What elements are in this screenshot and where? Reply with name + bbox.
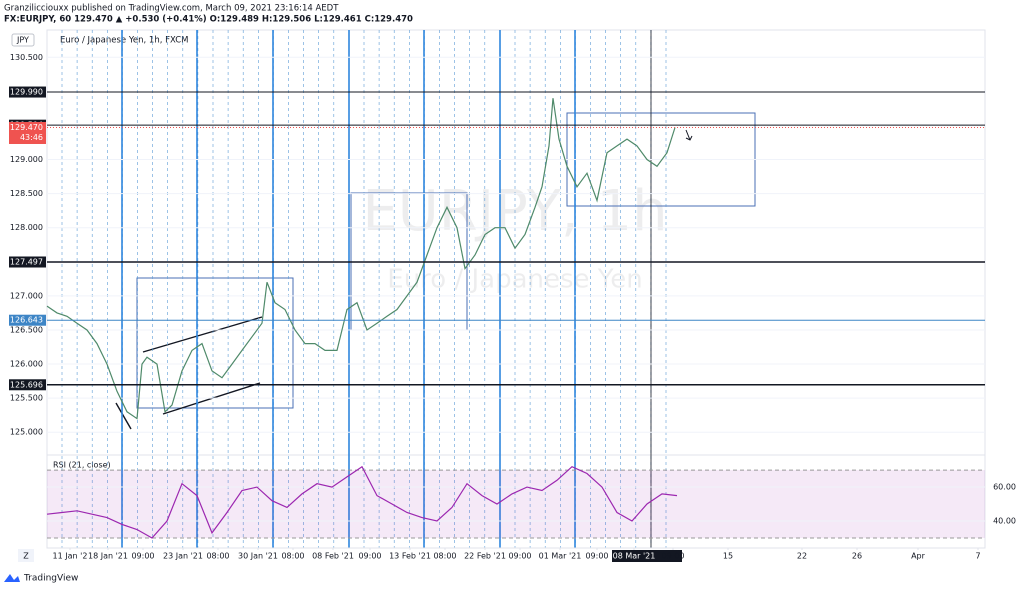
logo-icon: [4, 574, 20, 582]
y-tick-label: 60.00: [993, 483, 1016, 492]
x-tick-label: 08:00: [433, 552, 456, 561]
unit-box: [11, 33, 35, 47]
x-tick-label: 23 Jan '21: [163, 552, 203, 561]
level-tag: [9, 121, 46, 144]
time-highlight: [612, 550, 682, 562]
y-tick-label: 127.000: [10, 291, 43, 300]
y-tick-label: 126.500: [10, 325, 43, 334]
level-tag: [9, 379, 46, 391]
x-tick-label: 30 Jan '21: [238, 552, 278, 561]
x-tick-label: 09:00: [358, 552, 381, 561]
publish-line: Granzilicciouxx published on TradingView…: [4, 4, 339, 14]
level-label: 127.497: [10, 257, 43, 266]
x-tick-label: 09:00: [585, 552, 608, 561]
price-line: [46, 98, 676, 420]
zoom-label[interactable]: Z: [23, 552, 29, 561]
y-tick-label: 125.000: [10, 428, 43, 437]
arrow: [685, 129, 693, 141]
axis-unit: JPY: [16, 36, 29, 45]
x-tick-label: 08:00: [206, 552, 229, 561]
x-tick-label: 01 Mar '21: [539, 552, 582, 561]
y-tick-label: 125.500: [10, 394, 43, 403]
level-tag: [9, 256, 46, 268]
x-tick-label: Apr: [911, 552, 926, 561]
y-tick-label: 126.000: [10, 360, 43, 369]
rsi-band: [47, 470, 985, 539]
rsi-title: RSI (21, close): [53, 461, 111, 470]
x-tick-label: 09:00: [131, 552, 154, 561]
y-tick-label: 129.000: [10, 155, 43, 164]
level-note: 43:46: [20, 133, 43, 142]
box: [136, 277, 294, 409]
y-tick-label: 128.500: [10, 189, 43, 198]
x-tick-label: 7: [975, 552, 980, 561]
y-tick-label: 40.00: [993, 517, 1016, 526]
level-label: 129.990: [10, 88, 43, 97]
x-tick-label: 09:00: [661, 552, 684, 561]
level-tag: [9, 314, 46, 326]
x-tick-label: 22 Feb '21: [464, 552, 506, 561]
level-tag: [9, 86, 46, 98]
y-tick-label: 130.500: [10, 53, 43, 62]
logo-text: TradingView: [23, 574, 78, 584]
y-tick-label: 128.000: [10, 223, 43, 232]
x-tick-label: 08 Feb '21: [312, 552, 354, 561]
level-label: 126.643: [10, 316, 43, 325]
price-line: [46, 465, 678, 539]
series-title: Euro / Japanese Yen, 1h, FXCM: [60, 36, 188, 46]
x-tick-label: 26: [852, 552, 862, 561]
session-lines: [61, 30, 667, 548]
x-tick-label: 11 Jan '2: [53, 552, 88, 561]
x-tick-label: 22: [797, 552, 807, 561]
x-tick-label: 13 Feb '21: [389, 552, 431, 561]
zoom-button[interactable]: [18, 549, 34, 562]
level-label: 129.470: [10, 123, 43, 132]
trend-line: [115, 402, 132, 430]
x-tick-label: 08:00: [281, 552, 304, 561]
symbol-line: FX:EURJPY, 60 129.470 ▲ +0.530 (+0.41%) …: [4, 15, 413, 25]
x-tick-label: 18 Jan '21: [88, 552, 128, 561]
x-tick-label: 08 Mar '21: [613, 552, 656, 561]
level-label: 125.696: [10, 380, 43, 389]
x-tick-label: 09:00: [508, 552, 531, 561]
trend-line: [142, 316, 263, 353]
x-tick-label: 15: [723, 552, 733, 561]
